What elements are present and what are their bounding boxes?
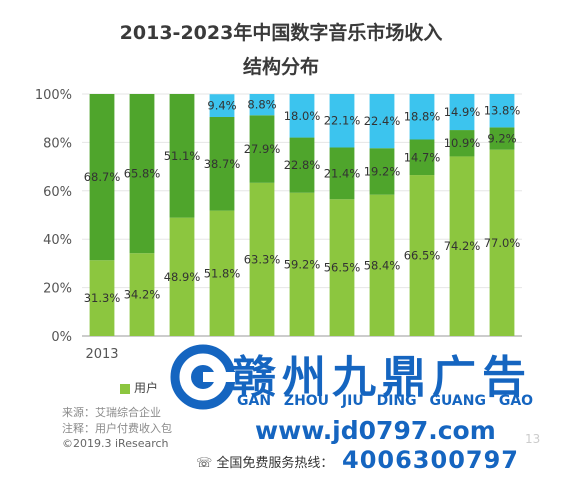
bar-segment [449,130,475,157]
watermark-chinese: 赣州九鼎广告 [232,352,532,403]
hotline-label: 全国免费服务热线： [216,456,334,471]
data-label: 22.1% [324,114,361,128]
source-note: 来源：艾瑞综合企业 [62,406,161,419]
bar-segment [449,94,475,131]
data-label: 21.4% [324,166,361,180]
data-label: 77.0% [484,236,521,250]
data-label: 14.9% [444,105,481,119]
watermark-hotline: ☏ 全国免费服务热线： [196,452,333,471]
bar-segment [409,94,435,140]
data-label: 19.2% [364,164,401,178]
bar-segment [209,116,235,211]
data-label: 68.7% [84,170,121,184]
bar-segment [289,94,315,138]
bar-segment [249,94,275,116]
data-label: 59.2% [284,257,321,271]
data-label: 65.8% [124,167,161,181]
y-tick-label: 40% [43,233,72,248]
data-label: 22.8% [284,158,321,172]
legend: 用户 [120,379,158,396]
data-label: 51.8% [204,266,241,280]
data-label: 56.5% [324,261,361,275]
data-label: 27.9% [244,142,281,156]
chart-subtitle: 结构分布 [242,56,319,78]
bar-segment [209,210,235,336]
y-tick-label: 100% [35,88,72,103]
y-tick-label: 20% [43,282,72,297]
bar-segment [369,194,395,336]
bar-segment [329,94,355,148]
bar-segment [369,94,395,149]
bar-segment [129,253,155,336]
bar-segment [89,260,115,336]
bar-segment [249,182,275,336]
data-label: 58.4% [364,258,401,272]
data-label: 51.1% [164,149,201,163]
watermark-phone: 4006300797 [342,446,519,474]
data-label: 63.3% [244,252,281,266]
bar-segment [329,199,355,336]
footnote: 注释：用户付费收入包 [62,422,172,435]
bar-segment [449,156,475,336]
watermark-url: www.jd0797.com [255,416,496,445]
legend-label-user: 用户 [134,381,159,395]
data-label: 13.8% [484,104,521,118]
data-label: 9.4% [207,99,236,113]
data-label: 22.4% [364,114,401,128]
data-label: 74.2% [444,239,481,253]
data-label: 14.7% [404,150,441,164]
bar-segment [249,115,275,183]
data-label: 18.8% [404,110,441,124]
data-label: 31.3% [84,291,121,305]
y-tick-label: 60% [43,185,72,200]
bar-segment [169,217,195,336]
copyright: ©2019.3 iResearch [62,437,169,450]
bar-segment [489,127,515,150]
watermark-logo-icon [170,344,236,410]
data-label: 10.9% [444,136,481,150]
data-label: 18.0% [284,109,321,123]
legend-swatch-user [120,383,130,394]
y-tick-label: 0% [51,330,72,345]
data-label: 8.8% [247,98,276,112]
bar-segment [209,94,235,117]
x-tick-label: 2013 [85,347,118,362]
page-number: 13 [525,432,541,446]
data-label: 66.5% [404,249,441,263]
data-label: 38.7% [204,157,241,171]
watermark-pinyin: GAN ZHOU JIU DING GUANG GAO [237,393,534,409]
chart-title: 2013-2023年中国数字音乐市场收入 [119,22,443,44]
bar-segment [489,149,515,336]
data-label: 34.2% [124,288,161,302]
y-tick-label: 80% [43,136,72,151]
bar-segment [489,94,515,128]
phone-icon: ☏ [196,456,213,471]
bar-segment [329,147,355,200]
data-label: 48.9% [164,270,201,284]
bar-segment [289,192,315,336]
bar-segment [409,139,435,176]
bar-segment [169,94,195,218]
bar-segment [369,148,395,195]
bar-segment [289,137,315,193]
bar-segment [129,94,155,254]
data-label: 9.2% [487,132,516,146]
bar-segment [409,175,435,336]
bar-segment [89,94,115,261]
